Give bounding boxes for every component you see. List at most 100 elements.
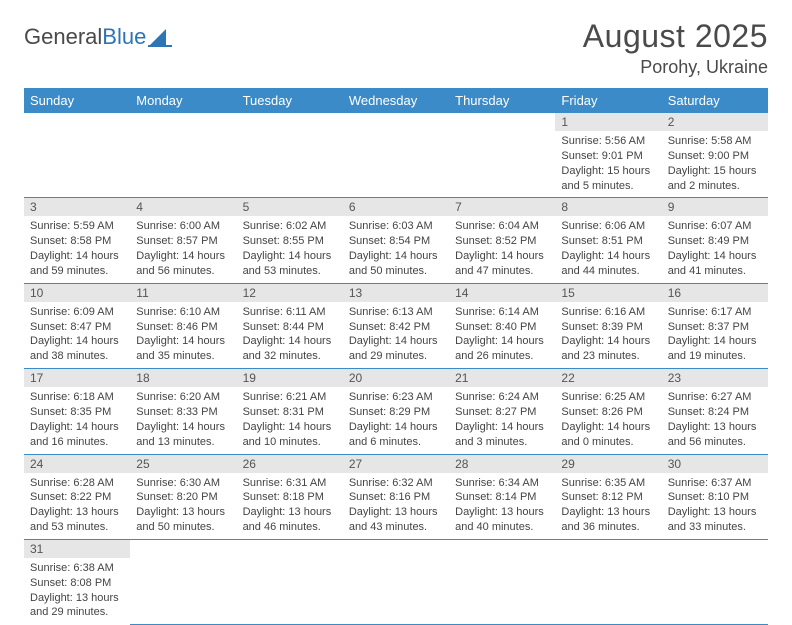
day-number: 3 (24, 198, 130, 216)
daylight-text: Daylight: 14 hours and 23 minutes. (561, 334, 655, 364)
calendar-cell: 21 Sunrise: 6:24 AMSunset: 8:27 PMDayligh… (449, 369, 555, 454)
day-details: Sunrise: 6:09 AMSunset: 8:47 PMDaylight:… (24, 302, 130, 368)
calendar-cell (24, 113, 130, 198)
sunrise-text: Sunrise: 6:31 AM (243, 476, 337, 491)
day-number: 26 (237, 455, 343, 473)
day-number (237, 113, 343, 129)
sunrise-text: Sunrise: 6:27 AM (668, 390, 762, 405)
calendar-cell: 17Sunrise: 6:18 AMSunset: 8:35 PMDayligh… (24, 369, 130, 454)
sunrise-text: Sunrise: 6:30 AM (136, 476, 230, 491)
sunset-text: Sunset: 8:52 PM (455, 234, 549, 249)
weekday-header: Thursday (449, 88, 555, 113)
sunset-text: Sunset: 8:39 PM (561, 320, 655, 335)
calendar-week-row: 24Sunrise: 6:28 AMSunset: 8:22 PMDayligh… (24, 454, 768, 539)
sunset-text: Sunset: 8:14 PM (455, 490, 549, 505)
sunset-text: Sunset: 8:27 PM (455, 405, 549, 420)
calendar-cell (343, 113, 449, 198)
day-details: Sunrise: 6:23 AMSunset: 8:29 PMDaylight:… (343, 387, 449, 453)
day-number (24, 113, 130, 129)
daylight-text: Daylight: 14 hours and 26 minutes. (455, 334, 549, 364)
day-number (449, 540, 555, 556)
calendar-cell: 14Sunrise: 6:14 AMSunset: 8:40 PMDayligh… (449, 283, 555, 368)
day-number: 25 (130, 455, 236, 473)
day-number (130, 540, 236, 556)
sunset-text: Sunset: 8:22 PM (30, 490, 124, 505)
sunset-text: Sunset: 8:42 PM (349, 320, 443, 335)
sunrise-text: Sunrise: 6:00 AM (136, 219, 230, 234)
sunset-text: Sunset: 8:16 PM (349, 490, 443, 505)
sunrise-text: Sunrise: 6:04 AM (455, 219, 549, 234)
day-details: Sunrise: 6:10 AMSunset: 8:46 PMDaylight:… (130, 302, 236, 368)
logo: GeneralBlue (24, 24, 174, 50)
calendar-cell: 20Sunrise: 6:23 AMSunset: 8:29 PMDayligh… (343, 369, 449, 454)
calendar-week-row: 3Sunrise: 5:59 AMSunset: 8:58 PMDaylight… (24, 198, 768, 283)
sunrise-text: Sunrise: 6:24 AM (455, 390, 549, 405)
day-details: Sunrise: 6:27 AMSunset: 8:24 PMDaylight:… (662, 387, 768, 453)
calendar-table: SundayMondayTuesdayWednesdayThursdayFrid… (24, 88, 768, 625)
daylight-text: Daylight: 13 hours and 40 minutes. (455, 505, 549, 535)
daylight-text: Daylight: 14 hours and 3 minutes. (455, 420, 549, 450)
calendar-cell: 26Sunrise: 6:31 AMSunset: 8:18 PMDayligh… (237, 454, 343, 539)
sunrise-text: Sunrise: 6:21 AM (243, 390, 337, 405)
calendar-cell: 8Sunrise: 6:06 AMSunset: 8:51 PMDaylight… (555, 198, 661, 283)
day-number: 16 (662, 284, 768, 302)
day-number: 6 (343, 198, 449, 216)
day-number: 1 (555, 113, 661, 131)
weekday-header: Tuesday (237, 88, 343, 113)
daylight-text: Daylight: 15 hours and 5 minutes. (561, 164, 655, 194)
day-number: 14 (449, 284, 555, 302)
sunrise-text: Sunrise: 6:34 AM (455, 476, 549, 491)
day-details: Sunrise: 6:28 AMSunset: 8:22 PMDaylight:… (24, 473, 130, 539)
day-number (130, 113, 236, 129)
calendar-week-row: 17Sunrise: 6:18 AMSunset: 8:35 PMDayligh… (24, 369, 768, 454)
daylight-text: Daylight: 14 hours and 56 minutes. (136, 249, 230, 279)
sunset-text: Sunset: 8:20 PM (136, 490, 230, 505)
calendar-cell: 5Sunrise: 6:02 AMSunset: 8:55 PMDaylight… (237, 198, 343, 283)
sunset-text: Sunset: 8:44 PM (243, 320, 337, 335)
sunset-text: Sunset: 8:55 PM (243, 234, 337, 249)
sunrise-text: Sunrise: 6:16 AM (561, 305, 655, 320)
daylight-text: Daylight: 13 hours and 53 minutes. (30, 505, 124, 535)
daylight-text: Daylight: 14 hours and 53 minutes. (243, 249, 337, 279)
sunrise-text: Sunrise: 6:03 AM (349, 219, 443, 234)
sunrise-text: Sunrise: 6:20 AM (136, 390, 230, 405)
day-number: 13 (343, 284, 449, 302)
day-number: 11 (130, 284, 236, 302)
daylight-text: Daylight: 14 hours and 0 minutes. (561, 420, 655, 450)
day-number: 24 (24, 455, 130, 473)
day-number (237, 540, 343, 556)
day-number: 7 (449, 198, 555, 216)
sunset-text: Sunset: 8:37 PM (668, 320, 762, 335)
calendar-cell: 28Sunrise: 6:34 AMSunset: 8:14 PMDayligh… (449, 454, 555, 539)
calendar-cell: 24Sunrise: 6:28 AMSunset: 8:22 PMDayligh… (24, 454, 130, 539)
day-number: 21 (449, 369, 555, 387)
daylight-text: Daylight: 14 hours and 38 minutes. (30, 334, 124, 364)
sunrise-text: Sunrise: 6:11 AM (243, 305, 337, 320)
day-details: Sunrise: 6:34 AMSunset: 8:14 PMDaylight:… (449, 473, 555, 539)
day-details: Sunrise: 6:02 AMSunset: 8:55 PMDaylight:… (237, 216, 343, 282)
day-number: 22 (555, 369, 661, 387)
day-number: 12 (237, 284, 343, 302)
sunrise-text: Sunrise: 6:23 AM (349, 390, 443, 405)
sunset-text: Sunset: 9:01 PM (561, 149, 655, 164)
day-details: Sunrise: 6:31 AMSunset: 8:18 PMDaylight:… (237, 473, 343, 539)
day-number: 23 (662, 369, 768, 387)
daylight-text: Daylight: 14 hours and 16 minutes. (30, 420, 124, 450)
day-number: 30 (662, 455, 768, 473)
daylight-text: Daylight: 14 hours and 13 minutes. (136, 420, 230, 450)
sunset-text: Sunset: 8:49 PM (668, 234, 762, 249)
day-details: Sunrise: 6:06 AMSunset: 8:51 PMDaylight:… (555, 216, 661, 282)
day-number: 28 (449, 455, 555, 473)
calendar-week-row: 10Sunrise: 6:09 AMSunset: 8:47 PMDayligh… (24, 283, 768, 368)
day-details: Sunrise: 6:18 AMSunset: 8:35 PMDaylight:… (24, 387, 130, 453)
daylight-text: Daylight: 14 hours and 44 minutes. (561, 249, 655, 279)
logo-text-1: General (24, 24, 102, 50)
daylight-text: Daylight: 14 hours and 41 minutes. (668, 249, 762, 279)
daylight-text: Daylight: 14 hours and 50 minutes. (349, 249, 443, 279)
day-number (662, 540, 768, 556)
sunset-text: Sunset: 8:57 PM (136, 234, 230, 249)
sunrise-text: Sunrise: 6:17 AM (668, 305, 762, 320)
calendar-cell: 2Sunrise: 5:58 AMSunset: 9:00 PMDaylight… (662, 113, 768, 198)
calendar-cell: 13Sunrise: 6:13 AMSunset: 8:42 PMDayligh… (343, 283, 449, 368)
daylight-text: Daylight: 13 hours and 46 minutes. (243, 505, 337, 535)
